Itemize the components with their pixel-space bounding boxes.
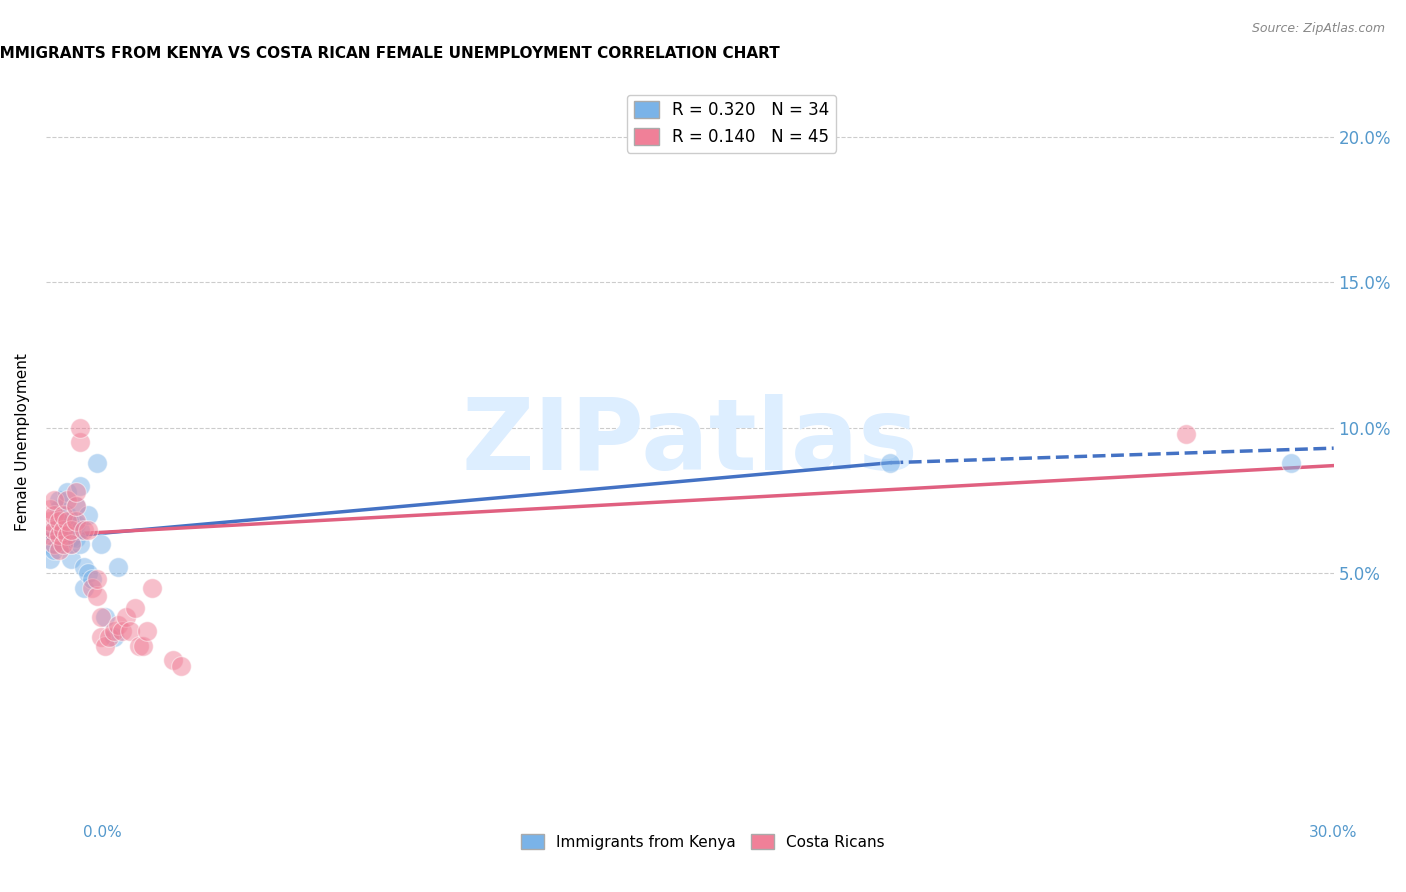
Point bbox=[52, 537, 75, 551]
Point bbox=[170, 659, 193, 673]
Point bbox=[48, 514, 70, 528]
Point bbox=[69, 537, 91, 551]
Point bbox=[39, 502, 62, 516]
Point bbox=[90, 609, 112, 624]
Point bbox=[52, 508, 75, 522]
Point bbox=[90, 537, 112, 551]
Point bbox=[48, 493, 70, 508]
Point bbox=[73, 560, 96, 574]
Text: Source: ZipAtlas.com: Source: ZipAtlas.com bbox=[1251, 22, 1385, 36]
Point bbox=[56, 514, 79, 528]
Point bbox=[65, 514, 87, 528]
Point bbox=[56, 484, 79, 499]
Point bbox=[94, 639, 117, 653]
Point bbox=[73, 581, 96, 595]
Point bbox=[86, 590, 108, 604]
Text: 30.0%: 30.0% bbox=[1309, 825, 1357, 840]
Text: IMMIGRANTS FROM KENYA VS COSTA RICAN FEMALE UNEMPLOYMENT CORRELATION CHART: IMMIGRANTS FROM KENYA VS COSTA RICAN FEM… bbox=[0, 46, 780, 62]
Point bbox=[44, 542, 66, 557]
Point bbox=[60, 537, 83, 551]
Point bbox=[39, 537, 62, 551]
Point bbox=[128, 639, 150, 653]
Point bbox=[39, 514, 62, 528]
Point bbox=[60, 551, 83, 566]
Point bbox=[65, 531, 87, 545]
Point bbox=[90, 630, 112, 644]
Point bbox=[103, 630, 125, 644]
Point bbox=[60, 523, 83, 537]
Point bbox=[44, 523, 66, 537]
Point bbox=[141, 581, 163, 595]
Point bbox=[120, 624, 142, 639]
Point bbox=[60, 531, 83, 545]
Point bbox=[52, 523, 75, 537]
Point bbox=[1281, 456, 1303, 470]
Point bbox=[56, 493, 79, 508]
Legend: R = 0.320   N = 34, R = 0.140   N = 45: R = 0.320 N = 34, R = 0.140 N = 45 bbox=[627, 95, 837, 153]
Point bbox=[124, 601, 146, 615]
Point bbox=[56, 528, 79, 542]
Point bbox=[69, 523, 91, 537]
Point bbox=[52, 523, 75, 537]
Text: ZIPatlas: ZIPatlas bbox=[461, 394, 918, 491]
Point bbox=[56, 528, 79, 542]
Point bbox=[48, 542, 70, 557]
Point bbox=[77, 508, 100, 522]
Point bbox=[39, 551, 62, 566]
Point bbox=[86, 456, 108, 470]
Point bbox=[39, 528, 62, 542]
Point bbox=[879, 456, 901, 470]
Point bbox=[103, 624, 125, 639]
Point bbox=[77, 523, 100, 537]
Point bbox=[94, 609, 117, 624]
Point bbox=[111, 624, 134, 639]
Point bbox=[107, 560, 129, 574]
Point bbox=[56, 508, 79, 522]
Point bbox=[69, 421, 91, 435]
Point bbox=[44, 508, 66, 522]
Point bbox=[98, 630, 121, 644]
Point bbox=[86, 572, 108, 586]
Point bbox=[60, 514, 83, 528]
Point bbox=[132, 639, 155, 653]
Point bbox=[82, 572, 104, 586]
Point bbox=[1174, 426, 1197, 441]
Point bbox=[82, 581, 104, 595]
Text: 0.0%: 0.0% bbox=[83, 825, 122, 840]
Point bbox=[107, 618, 129, 632]
Point bbox=[48, 514, 70, 528]
Point bbox=[65, 500, 87, 514]
Point bbox=[60, 537, 83, 551]
Point bbox=[69, 479, 91, 493]
Point bbox=[48, 528, 70, 542]
Point bbox=[65, 484, 87, 499]
Point bbox=[65, 500, 87, 514]
Point bbox=[44, 537, 66, 551]
Point bbox=[44, 493, 66, 508]
Point bbox=[65, 516, 87, 531]
Point bbox=[77, 566, 100, 581]
Point bbox=[48, 502, 70, 516]
Point bbox=[162, 653, 184, 667]
Point bbox=[52, 537, 75, 551]
Point bbox=[44, 523, 66, 537]
Point bbox=[73, 523, 96, 537]
Legend: Immigrants from Kenya, Costa Ricans: Immigrants from Kenya, Costa Ricans bbox=[515, 828, 891, 855]
Point bbox=[115, 609, 138, 624]
Point bbox=[69, 435, 91, 450]
Y-axis label: Female Unemployment: Female Unemployment bbox=[15, 353, 30, 532]
Point bbox=[136, 624, 159, 639]
